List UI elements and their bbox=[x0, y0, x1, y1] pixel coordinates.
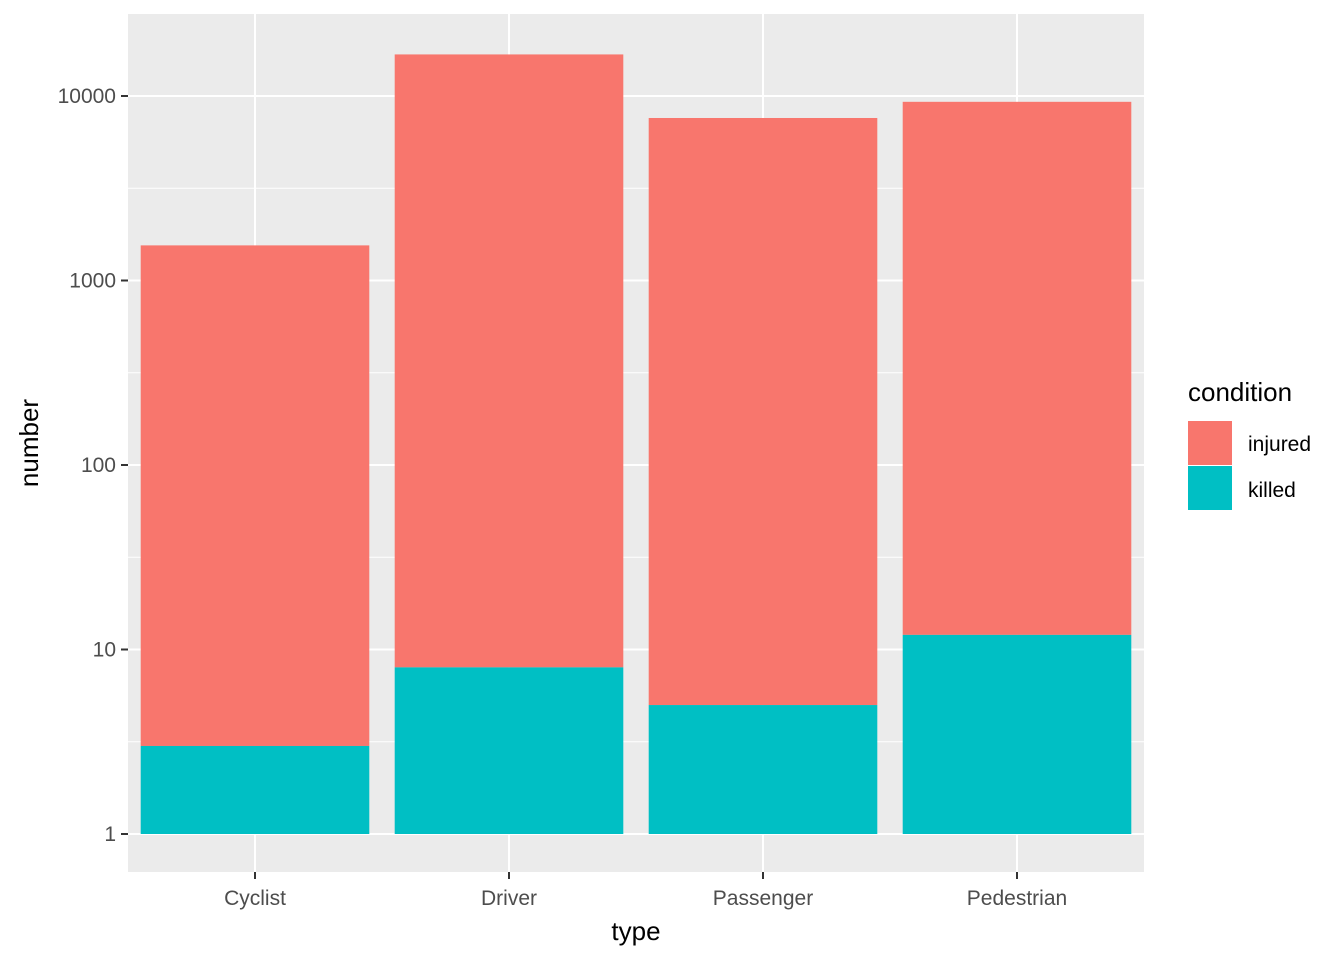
legend-title: condition bbox=[1188, 377, 1292, 407]
bar-killed-driver bbox=[394, 667, 624, 834]
bars bbox=[140, 54, 1132, 834]
y-tick-label: 10000 bbox=[58, 85, 116, 108]
x-tick-label-passenger: Passenger bbox=[713, 887, 813, 910]
y-tick-label: 10 bbox=[93, 639, 116, 662]
legend: condition injured killed bbox=[1188, 377, 1311, 510]
legend-key-injured bbox=[1188, 421, 1232, 465]
y-tick-label: 100 bbox=[81, 454, 116, 477]
bar-injured-cyclist bbox=[140, 245, 370, 746]
legend-label-killed: killed bbox=[1248, 479, 1296, 502]
bar-killed-pedestrian bbox=[902, 634, 1132, 834]
bar-killed-cyclist bbox=[140, 745, 370, 834]
legend-key-killed bbox=[1188, 466, 1232, 510]
y-tick-label: 1 bbox=[104, 823, 116, 846]
y-axis: 1 10 100 1000 10000 bbox=[58, 85, 128, 846]
x-tick-label-cyclist: Cyclist bbox=[224, 887, 286, 910]
bar-killed-passenger bbox=[648, 705, 878, 834]
legend-label-injured: injured bbox=[1248, 433, 1311, 456]
bar-injured-pedestrian bbox=[902, 101, 1132, 635]
bar-injured-passenger bbox=[648, 117, 878, 706]
x-tick-label-pedestrian: Pedestrian bbox=[967, 887, 1067, 910]
x-axis: Cyclist Driver Passenger Pedestrian bbox=[224, 872, 1067, 910]
bar-injured-driver bbox=[394, 54, 624, 668]
y-tick-label: 1000 bbox=[69, 270, 116, 293]
x-axis-title: type bbox=[611, 916, 660, 946]
x-tick-label-driver: Driver bbox=[481, 887, 537, 910]
y-axis-title: number bbox=[14, 399, 44, 487]
